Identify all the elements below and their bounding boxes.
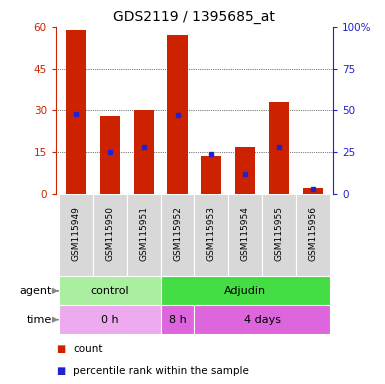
Bar (235, 147, 255, 194)
FancyBboxPatch shape (194, 194, 228, 276)
Text: percentile rank within the sample: percentile rank within the sample (73, 366, 249, 376)
Text: GSM115951: GSM115951 (139, 206, 148, 261)
Text: 0 h: 0 h (101, 314, 119, 325)
Text: time: time (27, 314, 52, 325)
FancyBboxPatch shape (59, 276, 161, 305)
Text: GSM115949: GSM115949 (72, 206, 80, 261)
FancyBboxPatch shape (93, 194, 127, 276)
Bar (167, 35, 187, 194)
Text: ■: ■ (56, 366, 65, 376)
FancyBboxPatch shape (59, 305, 161, 334)
FancyBboxPatch shape (161, 305, 194, 334)
FancyBboxPatch shape (296, 194, 330, 276)
Text: ■: ■ (56, 344, 65, 354)
Text: Adjudin: Adjudin (224, 286, 266, 296)
Text: agent: agent (20, 286, 52, 296)
FancyBboxPatch shape (161, 194, 194, 276)
Bar (201, 156, 221, 194)
Text: control: control (90, 286, 129, 296)
Text: GSM115955: GSM115955 (275, 206, 283, 261)
Bar (303, 189, 323, 194)
FancyBboxPatch shape (59, 194, 93, 276)
FancyBboxPatch shape (127, 194, 161, 276)
Text: GSM115954: GSM115954 (241, 206, 249, 261)
Bar (269, 102, 289, 194)
Bar (66, 30, 86, 194)
Text: 4 days: 4 days (244, 314, 281, 325)
Text: GSM115956: GSM115956 (308, 206, 317, 261)
FancyBboxPatch shape (228, 194, 262, 276)
Text: GSM115952: GSM115952 (173, 206, 182, 261)
FancyBboxPatch shape (161, 276, 330, 305)
FancyBboxPatch shape (194, 305, 330, 334)
Bar (100, 116, 120, 194)
Title: GDS2119 / 1395685_at: GDS2119 / 1395685_at (114, 10, 275, 25)
FancyBboxPatch shape (262, 194, 296, 276)
Text: GSM115950: GSM115950 (105, 206, 114, 261)
Text: GSM115953: GSM115953 (207, 206, 216, 261)
Bar (134, 111, 154, 194)
Text: 8 h: 8 h (169, 314, 186, 325)
Text: count: count (73, 344, 103, 354)
